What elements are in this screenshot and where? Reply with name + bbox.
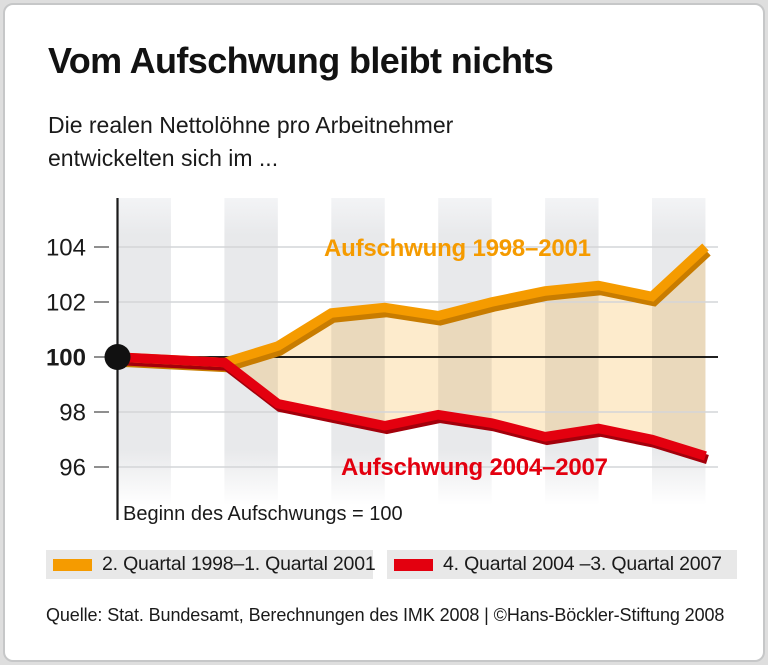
- series-label-2004-2007: Aufschwung 2004–2007: [341, 454, 608, 481]
- y-tick-label-100: 100: [46, 345, 86, 372]
- background-stripe: [331, 198, 385, 505]
- series-line-1: [117, 352, 707, 461]
- background-stripe: [438, 198, 492, 505]
- legend-label-2004-2007: 4. Quartal 2004 –3. Quartal 2007: [443, 553, 722, 575]
- subtitle-line-2: entwickelten sich im ...: [48, 145, 279, 171]
- series-label-1998-2001: Aufschwung 1998–2001: [324, 235, 591, 262]
- background-stripe: [545, 198, 599, 505]
- legend-item-2004-2007: 4. Quartal 2004 –3. Quartal 2007: [387, 550, 737, 579]
- baseline-note: Beginn des Aufschwungs = 100: [123, 503, 403, 525]
- subtitle-line-1: Die realen Nettolöhne pro Arbeitnehmer: [48, 112, 454, 138]
- legend-swatch-2004-2007: [394, 558, 433, 571]
- legend-item-1998-2001: 2. Quartal 1998–1. Quartal 2001: [46, 550, 376, 579]
- chart-subtitle: Die realen Nettolöhne pro Arbeitnehmer e…: [48, 109, 453, 175]
- y-tick-label-98: 98: [59, 400, 86, 427]
- legend-label-1998-2001: 2. Quartal 1998–1. Quartal 2001: [102, 553, 376, 575]
- y-tick-label-104: 104: [46, 235, 86, 262]
- chart-title: Vom Aufschwung bleibt nichts: [48, 40, 554, 81]
- start-dot: [104, 344, 131, 370]
- source-note: Quelle: Stat. Bundesamt, Berechnungen de…: [46, 605, 725, 625]
- y-tick-label-96: 96: [59, 455, 86, 482]
- y-tick-label-102: 102: [46, 290, 86, 317]
- legend-swatch-1998-2001: [53, 558, 92, 571]
